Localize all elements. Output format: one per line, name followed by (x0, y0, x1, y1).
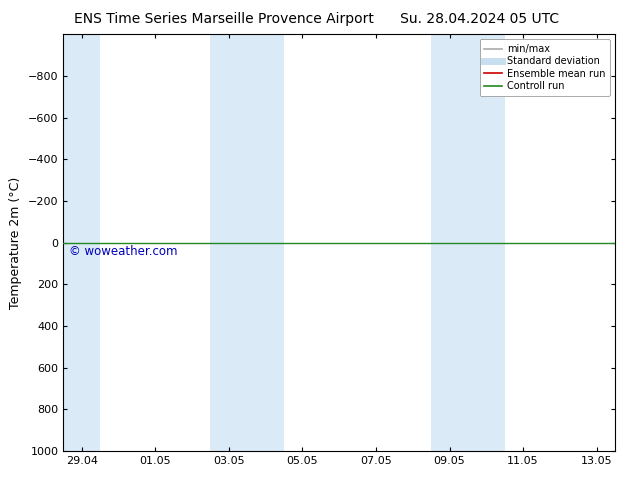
Bar (63, 34, 100, 451)
Legend: min/max, Standard deviation, Ensemble mean run, Controll run: min/max, Standard deviation, Ensemble me… (479, 39, 610, 96)
Text: © woweather.com: © woweather.com (69, 245, 178, 258)
Bar (431, 34, 505, 451)
Y-axis label: Temperature 2m (°C): Temperature 2m (°C) (10, 176, 22, 309)
Text: ENS Time Series Marseille Provence Airport      Su. 28.04.2024 05 UTC: ENS Time Series Marseille Provence Airpo… (74, 12, 560, 26)
Bar (210, 34, 284, 451)
